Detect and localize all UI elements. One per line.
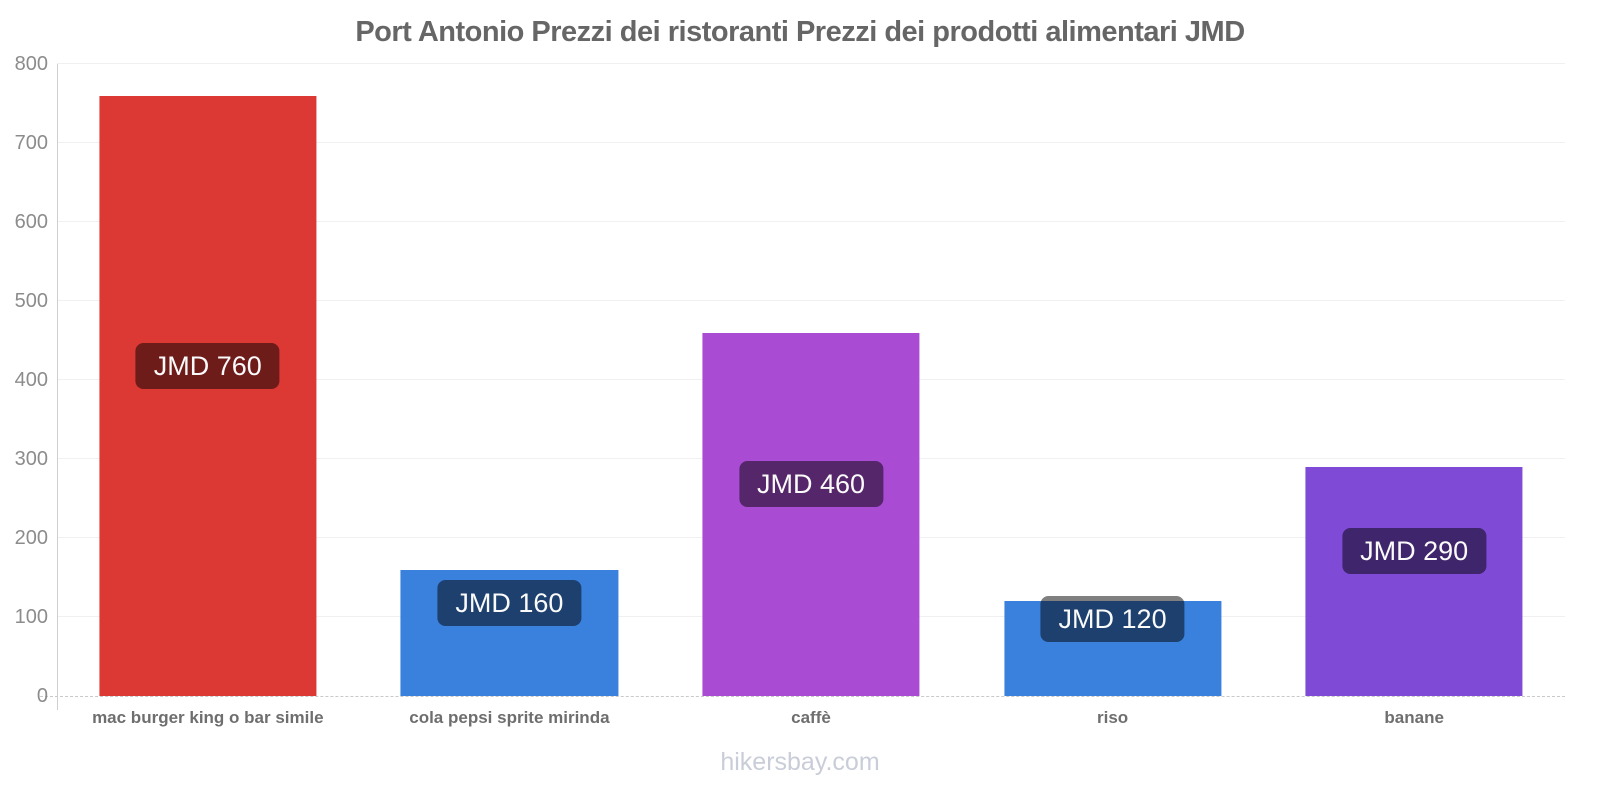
bar-slot: JMD 290 — [1263, 64, 1565, 696]
bar-slot: JMD 160 — [359, 64, 661, 696]
y-axis-tick-labels: 0 100 200 300 400 500 600 700 800 — [0, 54, 48, 706]
y-axis-tick-label: 300 — [14, 448, 48, 470]
x-axis-label: banane — [1384, 708, 1444, 727]
bar: JMD 760 — [99, 95, 317, 696]
x-axis-label: cola pepsi sprite mirinda — [409, 708, 610, 727]
y-axis-tick-label: 800 — [14, 53, 48, 75]
x-axis-label: mac burger king o bar simile — [92, 708, 324, 727]
y-axis-tick-label: 700 — [14, 132, 48, 154]
x-axis-labels: mac burger king o bar simile cola pepsi s… — [57, 708, 1565, 728]
bar: JMD 120 — [1004, 595, 1222, 696]
bar: JMD 160 — [400, 569, 618, 696]
x-axis-label: caffè — [791, 708, 831, 727]
gridline — [57, 63, 1565, 64]
x-axis-label: riso — [1096, 708, 1129, 727]
x-axis-line — [40, 696, 1565, 697]
value-badge: JMD 760 — [135, 342, 280, 389]
y-axis-line — [57, 64, 58, 710]
gridline — [57, 221, 1565, 222]
value-badge: JMD 160 — [437, 579, 582, 626]
value-badge: JMD 120 — [1040, 595, 1185, 642]
gridline — [57, 300, 1565, 301]
y-axis-tick-label: 200 — [14, 527, 48, 549]
y-axis-tick-label: 100 — [14, 606, 48, 628]
gridline — [57, 142, 1565, 143]
watermark: hikersbay.com — [720, 748, 880, 776]
bar-slot: JMD 120 — [962, 64, 1264, 696]
value-badge: JMD 290 — [1342, 528, 1487, 575]
bar-slot: JMD 760 — [57, 64, 359, 696]
y-axis-tick-label: 600 — [14, 211, 48, 233]
bar: JMD 290 — [1305, 466, 1523, 696]
plot-area: JMD 760 JMD 160 JMD 460 JMD 120 JMD 290 — [57, 64, 1565, 696]
value-badge: JMD 460 — [738, 461, 883, 508]
y-axis-tick-label: 400 — [14, 369, 48, 391]
y-axis-tick-label: 0 — [36, 685, 48, 707]
chart-title: Port Antonio Prezzi dei ristoranti Prezz… — [355, 16, 1245, 48]
bar: JMD 460 — [702, 332, 920, 696]
bar-slot: JMD 460 — [660, 64, 962, 696]
y-axis-tick-label: 500 — [14, 290, 48, 312]
